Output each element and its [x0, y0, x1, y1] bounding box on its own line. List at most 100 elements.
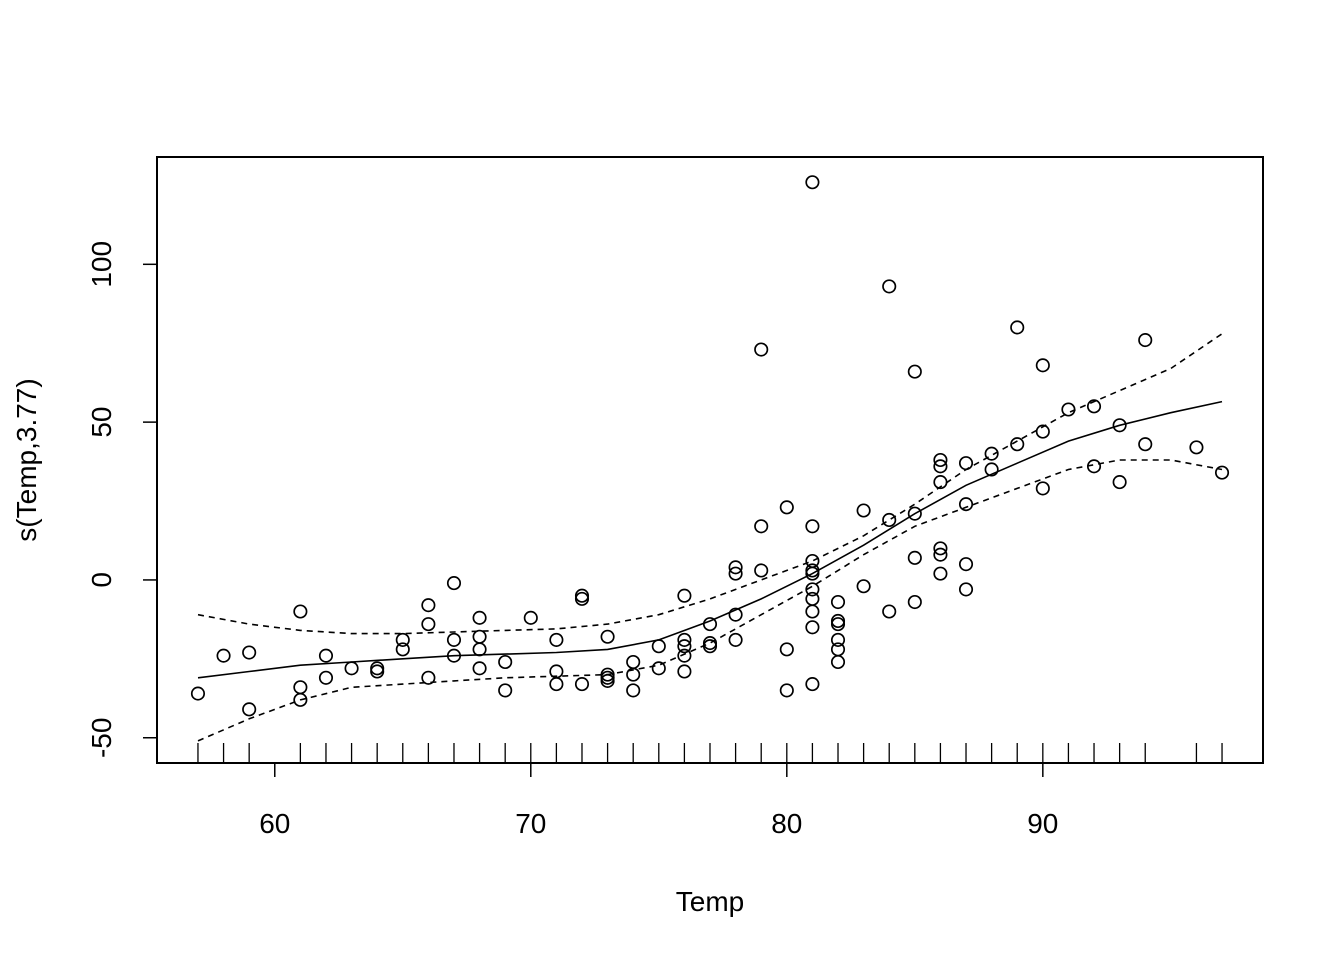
data-point	[702, 617, 718, 632]
x-axis: 60 70 80 90	[259, 762, 1058, 839]
data-point	[677, 664, 692, 679]
data-point	[779, 683, 794, 698]
data-point	[421, 598, 436, 613]
data-point	[677, 588, 692, 603]
data-point	[472, 629, 487, 644]
data-point	[805, 620, 820, 635]
series-layer	[197, 333, 1223, 742]
data-point	[728, 607, 743, 622]
data-point	[907, 550, 922, 565]
data-point	[626, 654, 641, 670]
data-point	[754, 563, 769, 578]
data-point	[498, 654, 513, 670]
data-point	[498, 683, 513, 698]
data-point	[472, 661, 487, 676]
data-point	[907, 594, 922, 610]
y-axis-label: s(Temp,3.77)	[11, 378, 42, 541]
data-point	[1061, 402, 1076, 417]
data-point	[779, 500, 794, 515]
x-tick-label: 80	[771, 808, 802, 839]
data-point	[830, 654, 846, 670]
data-point	[933, 566, 948, 581]
data-point	[293, 680, 308, 695]
points-layer	[190, 175, 1230, 717]
data-point	[856, 503, 871, 518]
data-point	[600, 673, 615, 688]
data-point	[805, 566, 820, 581]
y-tick-label: 50	[86, 407, 117, 438]
data-point	[958, 582, 974, 597]
data-point	[805, 677, 820, 692]
data-point	[242, 645, 257, 660]
data-point	[370, 664, 385, 679]
data-point	[779, 642, 794, 657]
data-point	[446, 648, 462, 663]
data-point	[933, 547, 948, 562]
data-point	[626, 683, 641, 698]
x-tick-label: 90	[1027, 808, 1058, 839]
data-point	[933, 452, 948, 468]
data-point	[574, 591, 590, 606]
data-point	[1035, 424, 1050, 439]
data-point	[754, 519, 769, 534]
data-point	[1189, 440, 1204, 455]
data-point	[216, 648, 231, 663]
data-point	[882, 604, 897, 619]
smooth-fit-line	[197, 400, 1223, 679]
data-point	[651, 661, 666, 676]
data-point	[728, 632, 743, 647]
data-point	[984, 446, 999, 461]
data-point	[754, 342, 769, 357]
x-tick-label: 70	[515, 808, 546, 839]
data-point	[472, 642, 487, 657]
data-point	[1138, 333, 1153, 348]
data-point	[626, 667, 641, 682]
data-point	[958, 497, 974, 512]
data-point	[805, 604, 820, 619]
data-point	[1035, 358, 1050, 373]
data-point	[805, 582, 820, 597]
data-point	[190, 686, 206, 701]
y-axis: -50 0 50 100	[86, 241, 158, 758]
x-tick-label: 60	[259, 808, 290, 839]
data-point	[805, 591, 820, 606]
data-point	[805, 175, 820, 190]
y-tick-label: 0	[86, 572, 117, 588]
x-axis-label: Temp	[676, 886, 744, 917]
data-point	[958, 557, 974, 572]
data-point	[1086, 399, 1102, 414]
data-point	[830, 617, 846, 632]
data-point	[1112, 475, 1127, 490]
data-point	[907, 506, 922, 521]
y-tick-label: 100	[86, 241, 117, 288]
data-point	[421, 617, 436, 632]
confidence-band-line	[197, 459, 1223, 742]
data-point	[830, 632, 846, 647]
data-point	[651, 639, 666, 654]
data-point	[728, 560, 743, 575]
data-point	[344, 661, 359, 676]
data-point	[600, 629, 615, 644]
data-point	[549, 677, 564, 692]
data-point	[318, 670, 334, 685]
data-point	[293, 692, 308, 707]
data-point	[933, 475, 948, 490]
data-point	[933, 541, 948, 556]
confidence-band-line	[197, 333, 1223, 635]
data-point	[907, 364, 922, 379]
data-point	[1010, 437, 1025, 452]
data-point	[984, 462, 999, 477]
data-point	[1086, 459, 1102, 474]
data-point	[421, 670, 436, 685]
data-point	[472, 610, 487, 625]
data-point	[574, 677, 590, 692]
data-point	[677, 632, 692, 647]
data-point	[728, 566, 743, 581]
data-point	[293, 604, 308, 619]
data-point	[677, 648, 692, 663]
data-point	[395, 642, 410, 657]
data-point	[242, 702, 257, 717]
data-point	[933, 459, 948, 474]
data-point	[446, 632, 462, 647]
